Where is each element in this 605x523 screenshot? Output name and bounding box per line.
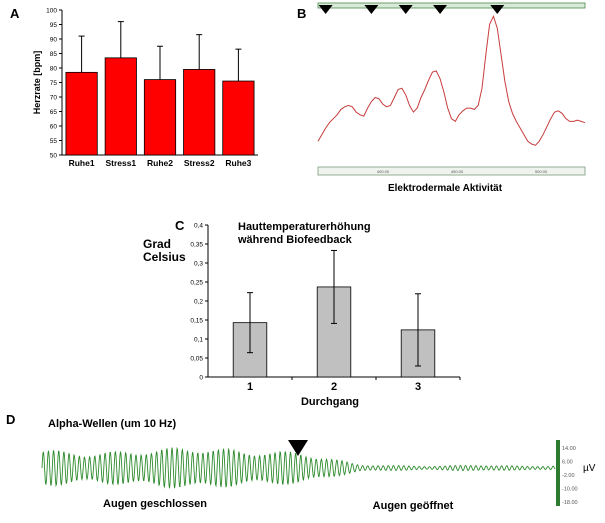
chart-d-unit: µV (583, 463, 596, 474)
chart-b-series-line (317, 14, 586, 146)
chart-d-annotation: Augen geschlossen (103, 498, 207, 510)
chart-c-x-tick-label: 1 (247, 381, 253, 393)
chart-a-y-tick-label: 100 (46, 8, 57, 15)
chart-c-y-tick-label: 0,2 (194, 299, 203, 306)
chart-a-y-tick-label: 55 (50, 138, 58, 145)
chart-b-marker (433, 5, 448, 14)
chart-b-marker (490, 5, 505, 14)
chart-a-x-tick-label: Ruhe1 (69, 158, 95, 168)
chart-a-y-tick-label: 65 (50, 109, 58, 116)
chart-b-xlabel: Elektrodermale Aktivität (388, 183, 503, 194)
chart-d-series-line (41, 446, 556, 489)
chart-b-scale-label: 500.00 (535, 169, 548, 174)
chart-d-scale-label: 14.00 (562, 446, 576, 452)
chart-b-marker (364, 5, 379, 14)
chart-a-x-tick-label: Stress2 (184, 158, 215, 168)
chart-b-scale-label: 400.00 (377, 169, 390, 174)
chart-a-y-tick-label: 60 (50, 124, 58, 131)
chart-d-scale-label: -18.00 (562, 500, 578, 506)
chart-d-scale-bar (556, 440, 560, 506)
chart-b-marker (318, 5, 333, 14)
chart-b-scale-bar (317, 166, 586, 176)
chart-a-bar (222, 80, 255, 156)
panel-label-a: A (10, 6, 20, 21)
chart-c-y-tick-label: 0,3 (194, 261, 203, 268)
chart-c-y-tick-label: 0,25 (190, 280, 203, 287)
chart-a-bar (104, 57, 137, 156)
chart-b-marker (398, 5, 413, 14)
chart-d-annotation: Augen geöffnet (373, 500, 454, 512)
chart-a-ylabel: Herzrate [bpm] (32, 51, 42, 115)
chart-d-scale-label: 6.00 (562, 460, 573, 466)
chart-c-y-tick-label: 0,1 (194, 337, 203, 344)
chart-d-marker (288, 440, 308, 456)
chart-d-title: Alpha-Wellen (um 10 Hz) (48, 418, 177, 430)
chart-a-y-tick-label: 85 (50, 51, 58, 58)
chart-d-scale-label: -10.00 (562, 487, 578, 493)
chart-c-x-tick-label: 3 (415, 381, 421, 393)
chart-a-bar (143, 79, 177, 156)
panel-label-d: D (6, 412, 16, 427)
chart-c-xlabel: Durchgang (301, 396, 359, 408)
chart-a-y-tick-label: 90 (50, 37, 58, 44)
chart-c-y-tick-label: 0 (199, 375, 203, 382)
chart-a-y-tick-label: 95 (50, 22, 58, 29)
chart-c-y-tick-label: 0,4 (194, 223, 203, 230)
chart-a-y-tick-label: 80 (50, 66, 58, 73)
panel-label-c: C (175, 218, 185, 233)
chart-c-y-tick-label: 0,35 (190, 242, 203, 249)
chart-c: 0 0,05 0,1 0,15 0,2 0,25 0,3 0,35 0,4 1 2 3 Durchgan… (190, 223, 461, 408)
chart-a-bar (65, 71, 98, 156)
chart-a-y-tick-label: 50 (50, 153, 58, 160)
chart-c-y-tick-label: 0,15 (190, 318, 203, 325)
chart-c-y-tick-label: 0,05 (190, 356, 203, 363)
panel-label-b: B (297, 6, 307, 21)
chart-a: 50 55 60 65 70 75 80 85 90 95 100 Ruhe1 Stress1 Ruhe2… (32, 8, 258, 168)
chart-c-ylabel: Grad Celsius (143, 237, 186, 264)
chart-c-x-tick-label: 2 (331, 381, 337, 393)
chart-a-x-tick-label: Stress1 (105, 158, 136, 168)
chart-c-title: Hauttemperaturerhöhung während Biofeedba… (238, 221, 371, 246)
chart-a-y-tick-label: 75 (50, 80, 58, 87)
chart-a-x-tick-label: Ruhe3 (225, 158, 251, 168)
chart-b-marker-track (317, 2, 586, 9)
chart-b-scale-label: 450.00 (451, 169, 464, 174)
chart-d-scale-label: -2.00 (562, 473, 575, 479)
chart-a-bar (183, 69, 216, 156)
chart-a-x-tick-label: Ruhe2 (147, 158, 173, 168)
chart-d: 14.00 6.00 -2.00 -10.00 -18.00 µV Augen geschl… (41, 440, 596, 512)
chart-a-y-tick-label: 70 (50, 95, 58, 102)
chart-b: 400.00 450.00 500.00 Elektrodermale Aktivit… (317, 2, 586, 194)
